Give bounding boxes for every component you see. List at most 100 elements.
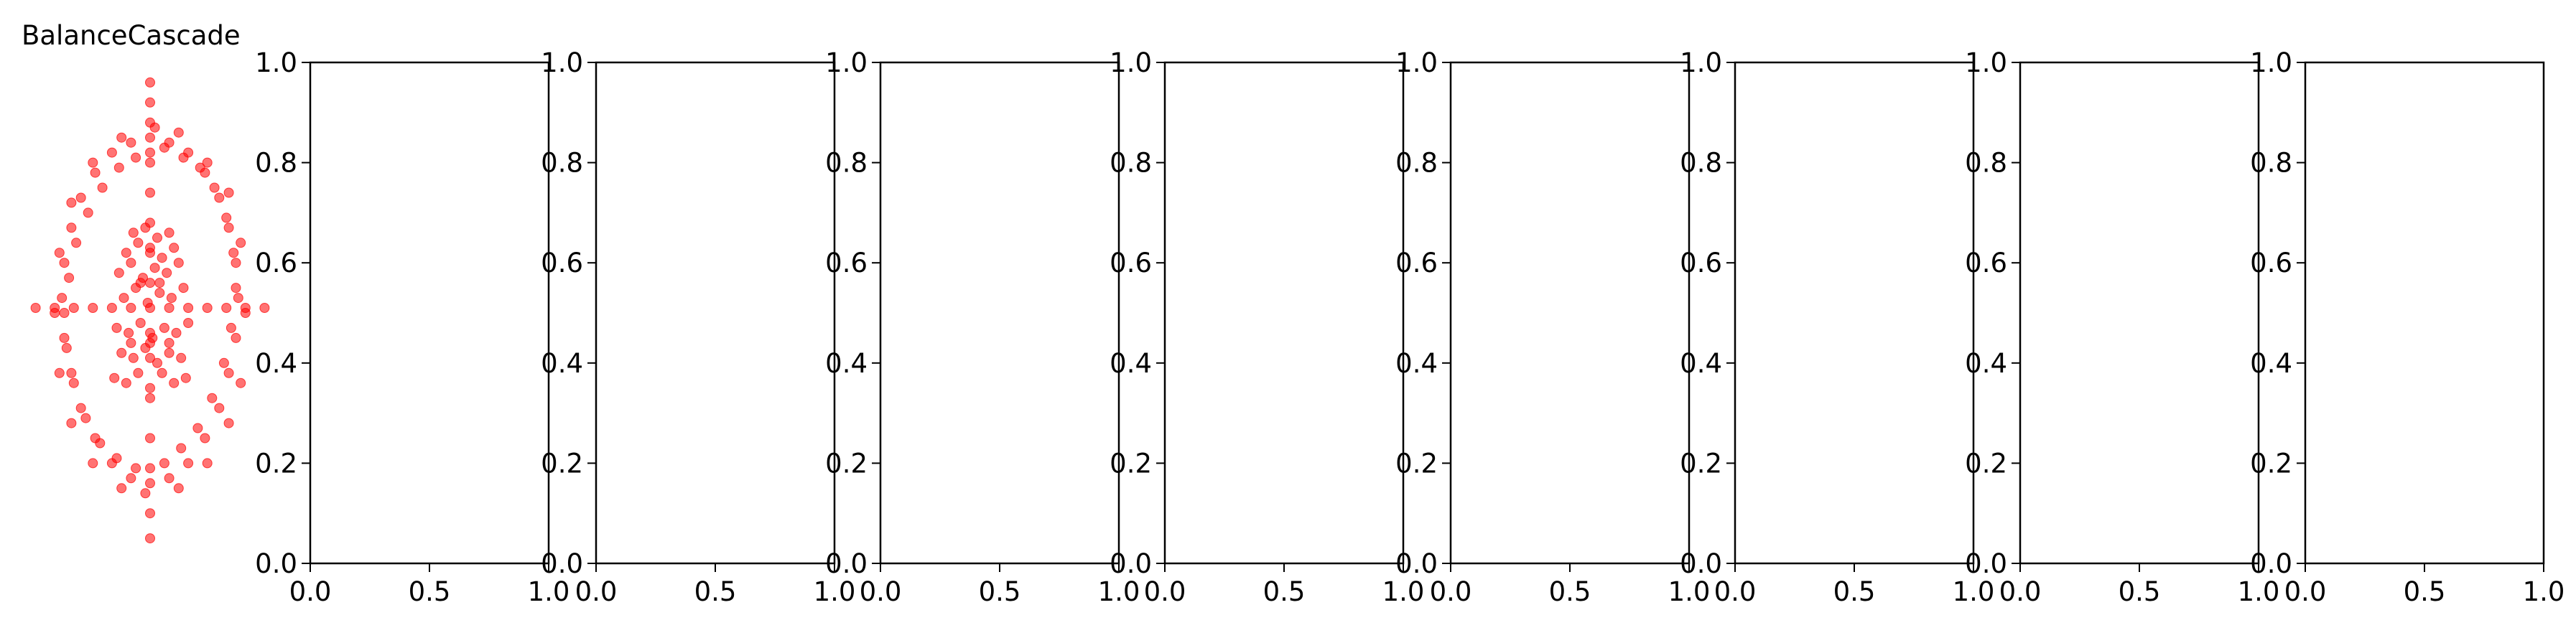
scatter-point [113, 268, 124, 278]
x-tick-label: 0.0 [860, 576, 902, 607]
y-tick-label: 1.0 [2250, 47, 2292, 78]
scatter-point [68, 303, 79, 313]
x-tick-label: 1.0 [528, 576, 570, 607]
scatter-point [173, 258, 184, 268]
x-tick-label: 1.0 [1098, 576, 1140, 607]
scatter-point [131, 152, 141, 163]
y-tick-label: 0.4 [2250, 348, 2292, 379]
scatter-point [162, 268, 172, 278]
scatter-point [176, 352, 187, 363]
y-tick-label: 0.2 [1680, 448, 1722, 479]
scatter-point [145, 533, 155, 544]
scatter-point [225, 322, 236, 333]
x-tick-label: 1.0 [2238, 576, 2280, 607]
scatter-point [223, 418, 234, 428]
y-tick-label: 0.6 [1395, 248, 1438, 278]
y-tick-label: 0.2 [1395, 448, 1438, 479]
scatter-point [126, 337, 136, 348]
scatter-point [71, 238, 82, 248]
scatter-point [145, 433, 155, 444]
scatter-point [66, 222, 77, 233]
x-tick-label: 0.5 [1833, 576, 1876, 607]
y-tick-label: 1.0 [255, 47, 297, 78]
scatter-point [166, 293, 177, 304]
y-tick-label: 0.4 [1965, 348, 2007, 379]
scatter-point [145, 463, 155, 474]
subplot-1: BalanceCascade [22, 20, 270, 544]
y-tick-label: 0.0 [1680, 548, 1722, 579]
scatter-point [140, 488, 151, 499]
y-tick-label: 0.0 [255, 548, 297, 579]
scatter-point [159, 142, 169, 153]
scatter-point [145, 117, 155, 128]
scatter-point [145, 157, 155, 168]
scatter-point [57, 293, 68, 304]
y-tick-label: 1.0 [1110, 47, 1152, 78]
scatter-point [116, 132, 127, 143]
y-tick-label: 0.6 [541, 248, 583, 278]
scatter-point [228, 248, 239, 258]
scatter-point [145, 97, 155, 108]
scatter-point [135, 278, 146, 289]
scatter-point [54, 367, 65, 378]
scatter-point [223, 187, 234, 198]
y-tick-label: 1.0 [541, 47, 583, 78]
scatter-point [192, 423, 203, 433]
scatter-point [95, 438, 106, 449]
scatter-point [223, 367, 234, 378]
scatter-point [221, 212, 232, 223]
x-tick-label: 0.5 [1263, 576, 1306, 607]
y-tick-label: 0.2 [1110, 448, 1152, 479]
scatter-point [142, 298, 153, 308]
scatter-point [164, 303, 175, 313]
scatter-point [116, 347, 127, 358]
scatter-point [131, 463, 141, 474]
y-tick-label: 0.8 [1680, 148, 1722, 179]
y-tick-label: 1.0 [1395, 47, 1438, 78]
scatter-point [88, 157, 98, 168]
y-tick-label: 0.4 [255, 348, 297, 379]
x-tick-label: 0.0 [2284, 576, 2327, 607]
x-tick-label: 1.0 [1382, 576, 1425, 607]
y-tick-label: 0.0 [1395, 548, 1438, 579]
scatter-point [64, 273, 75, 283]
scatter-point [145, 383, 155, 393]
scatter-point [145, 478, 155, 489]
subplot-6: 0.0 0.5 1.0 0.0 0.2 0.4 0.6 0.8 1.0 [1395, 47, 1710, 607]
y-tick-label: 1.0 [1680, 47, 1722, 78]
scatter-point [164, 473, 175, 484]
y-tick-label: 0.4 [1680, 348, 1722, 379]
scatter-point [207, 393, 218, 403]
scatter-point [126, 137, 136, 148]
subplot-3: 0.0 0.5 1.0 0.0 0.2 0.4 0.6 0.8 1.0 [541, 47, 855, 607]
x-tick-label: 0.5 [979, 576, 1021, 607]
scatter-point [221, 303, 232, 313]
scatter-point [106, 147, 117, 158]
scatter-point [59, 258, 70, 268]
x-tick-label: 0.5 [409, 576, 451, 607]
y-tick-label: 0.0 [2250, 548, 2292, 579]
scatter-point [157, 253, 167, 263]
scatter-point [88, 303, 98, 313]
subplot-2: 0.0 0.5 1.0 0.0 0.2 0.4 0.6 0.8 1.0 [255, 47, 569, 607]
x-tick-label: 1.0 [814, 576, 856, 607]
y-tick-label: 0.0 [1965, 548, 2007, 579]
scatter-point [154, 278, 165, 289]
y-tick-label: 0.8 [2250, 148, 2292, 179]
y-tick-label: 0.8 [255, 148, 297, 179]
scatter-point [145, 337, 155, 348]
scatter-point [149, 263, 160, 273]
scatter-point [66, 367, 77, 378]
scatter-point [240, 303, 251, 313]
scatter-point [30, 303, 41, 313]
scatter-point [68, 378, 79, 388]
x-tick-label: 0.5 [2404, 576, 2446, 607]
y-tick-label: 0.2 [541, 448, 583, 479]
y-tick-label: 0.2 [2250, 448, 2292, 479]
scatter-point [183, 303, 194, 313]
scatter-point [128, 352, 139, 363]
scatter-point [126, 473, 136, 484]
scatter-point [176, 443, 187, 454]
